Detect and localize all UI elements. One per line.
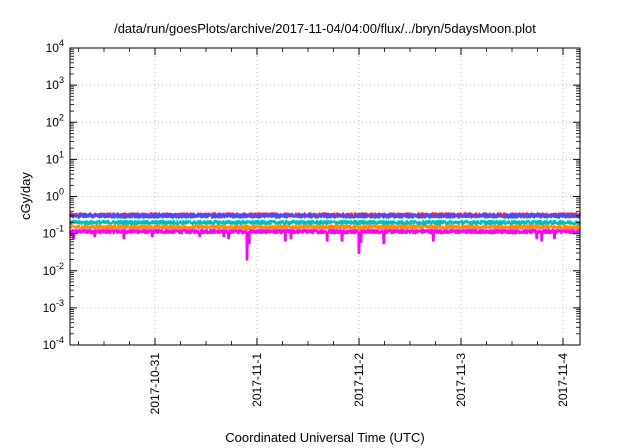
y-tick-exponent: -3	[56, 298, 64, 308]
y-tick-exponent: -4	[56, 335, 64, 345]
x-axis-ticks: 2017-10-31 2017-11-1 2017-11-2 2017-11-3 201…	[78, 48, 570, 415]
y-tick-label: 103	[46, 75, 64, 92]
y-tick-base: 10	[46, 41, 60, 55]
y-tick-base: 10	[43, 338, 57, 352]
series-line-3	[69, 219, 581, 226]
y-tick-label: 10-2	[43, 261, 64, 278]
y-tick-exponent: 3	[59, 75, 64, 85]
y-tick-label: 101	[46, 149, 64, 166]
x-tick-label: 2017-11-3	[454, 353, 468, 407]
series-line-5	[69, 213, 581, 219]
y-tick-base: 10	[43, 264, 57, 278]
y-tick-label: 10-3	[43, 298, 64, 315]
x-axis-label: Coordinated Universal Time (UTC)	[225, 430, 424, 445]
series-line-2	[69, 224, 581, 232]
x-tick-label: 2017-11-1	[250, 353, 264, 407]
y-tick-exponent: 2	[59, 112, 64, 122]
y-tick-base: 10	[46, 190, 60, 204]
y-tick-exponent: -2	[56, 261, 64, 271]
series-layer	[69, 212, 581, 261]
y-tick-exponent: 0	[59, 187, 64, 197]
y-axis-label: cGy/day	[18, 172, 33, 220]
y-tick-base: 10	[46, 78, 60, 92]
x-tick-label: 2017-11-2	[352, 353, 366, 407]
y-tick-exponent: 1	[59, 149, 64, 159]
y-tick-exponent: -1	[56, 224, 64, 234]
y-tick-base: 10	[43, 227, 57, 241]
y-tick-label: 100	[46, 187, 64, 204]
y-tick-base: 10	[46, 115, 60, 129]
grid-layer	[70, 48, 580, 345]
y-tick-base: 10	[43, 301, 57, 315]
y-tick-base: 10	[46, 152, 60, 166]
y-tick-label: 10-4	[43, 335, 64, 352]
y-tick-label: 10-1	[43, 224, 64, 241]
y-tick-label: 104	[46, 38, 64, 55]
x-tick-label: 2017-10-31	[148, 353, 162, 415]
series-line-1	[69, 228, 581, 261]
y-tick-label: 102	[46, 112, 64, 129]
x-tick-label: 2017-11-4	[556, 353, 570, 407]
y-tick-exponent: 4	[59, 38, 64, 48]
chart-title: /data/run/goesPlots/archive/2017-11-04/0…	[114, 21, 536, 36]
